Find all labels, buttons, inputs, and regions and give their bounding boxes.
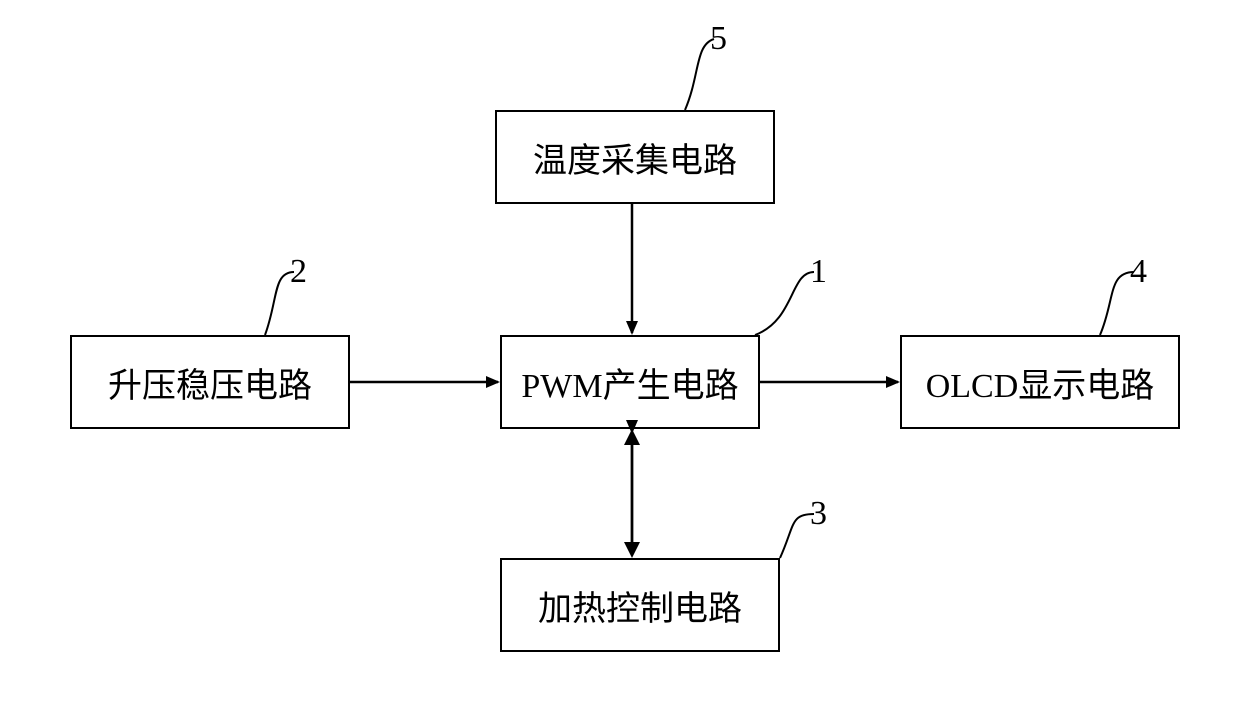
callout-2: 2 [290, 253, 307, 291]
node-olcd: OLCD显示电路 [900, 335, 1180, 429]
callout-1-num: 1 [810, 253, 827, 290]
callout-curve-3 [780, 514, 814, 558]
callout-4-num: 4 [1130, 253, 1147, 290]
node-heating-label: 加热控制电路 [538, 581, 742, 630]
node-boost: 升压稳压电路 [70, 335, 350, 429]
callout-2-num: 2 [290, 253, 307, 290]
callout-4: 4 [1130, 253, 1147, 291]
callout-curve-1 [755, 272, 814, 335]
callout-3-num: 3 [810, 495, 827, 532]
arrowhead-up-icon [624, 429, 640, 445]
callout-5-num: 5 [710, 20, 727, 57]
node-temp: 温度采集电路 [495, 110, 775, 204]
callout-curve-4 [1100, 272, 1134, 335]
callout-1: 1 [810, 253, 827, 291]
node-olcd-label: OLCD显示电路 [926, 358, 1155, 407]
node-boost-label: 升压稳压电路 [108, 358, 312, 407]
node-pwm: PWM产生电路 [500, 335, 760, 429]
arrowhead-down-icon [624, 542, 640, 558]
callout-3: 3 [810, 495, 827, 533]
node-pwm-label: PWM产生电路 [521, 358, 738, 407]
node-heating: 加热控制电路 [500, 558, 780, 652]
node-temp-label: 温度采集电路 [533, 133, 737, 182]
callout-5: 5 [710, 20, 727, 58]
